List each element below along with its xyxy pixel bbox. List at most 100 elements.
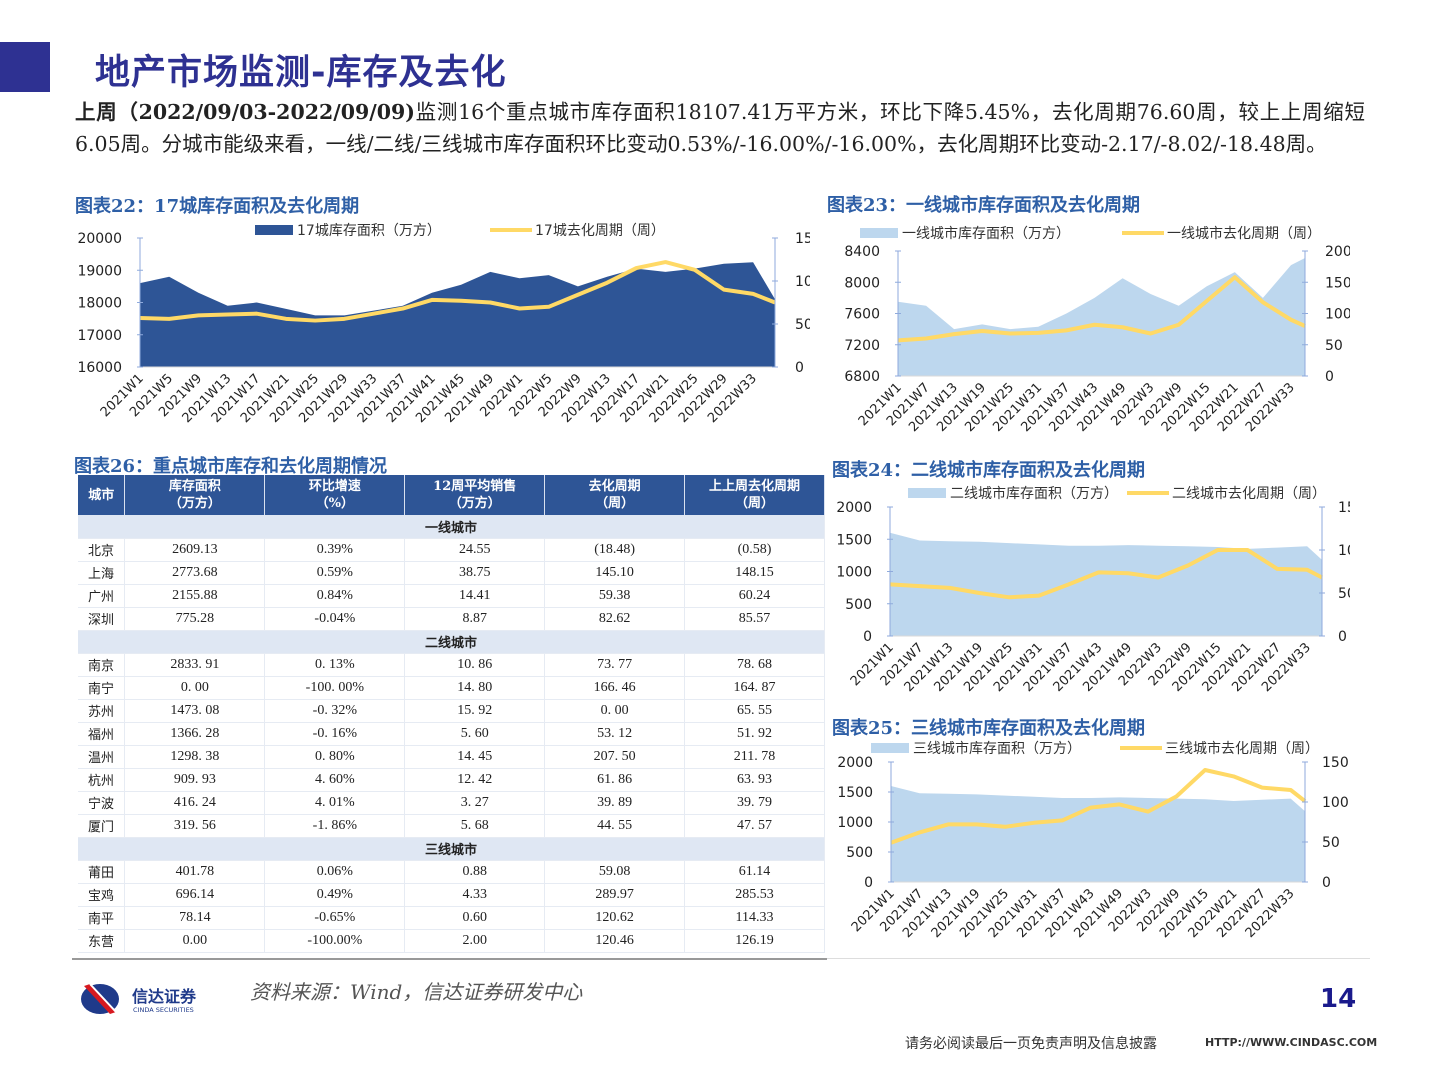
y-right-tick-label: 150 (795, 231, 810, 247)
column-header-text: 城市 (88, 487, 115, 503)
y-left-tick-label: 8000 (844, 275, 880, 291)
value-cell: -1. 86% (264, 814, 406, 838)
city-inventory-table: 城市 库存面积 （万方） 环比增速 （%） 12周平均销售 （万方） 去化周期 （周） 上上周去化… (78, 475, 825, 953)
summary-text: 监测16个重点城市库存面积18107.41万平方米，环比下降5.45%，去化周期… (75, 100, 1365, 156)
y-right-tick-label: 50 (795, 317, 810, 333)
city-cell: 宝鸡 (78, 883, 126, 907)
table-row: 东营 0.00 -100.00% 2.00 120.46 126.19 (78, 929, 825, 953)
y-left-tick-label: 500 (846, 845, 873, 861)
y-right-tick-label: 150 (1338, 500, 1350, 516)
column-header-text: （万方） (168, 496, 221, 511)
value-cell: -0.04% (264, 607, 406, 631)
value-cell: 2155.88 (124, 584, 266, 608)
value-cell: 53. 12 (544, 722, 686, 746)
value-cell: 82.62 (544, 607, 686, 631)
value-cell: (18.48) (544, 538, 686, 562)
table-row: 上海 2773.68 0.59% 38.75 145.10 148.15 (78, 561, 825, 585)
value-cell: 0.84% (264, 584, 406, 608)
y-left-tick-label: 1000 (837, 815, 873, 831)
destocking-cycle-line (890, 768, 1307, 845)
y-left-tick-label: 0 (864, 875, 873, 891)
value-cell: 47. 57 (684, 814, 825, 838)
value-cell: 63. 93 (684, 768, 825, 792)
value-cell: 14. 80 (404, 676, 546, 700)
value-cell: 2.00 (404, 929, 546, 953)
inventory-area (891, 786, 1305, 882)
column-header-text: 12周平均销售 (433, 479, 517, 494)
y-left-tick-label: 18000 (77, 296, 122, 312)
y-right-tick-label: 150 (1322, 755, 1349, 771)
value-cell: 51. 92 (684, 722, 825, 746)
section-label: 二线城市 (78, 630, 825, 654)
value-cell: -0. 16% (264, 722, 406, 746)
legend-label: 17城库存面积（万方） (297, 223, 441, 239)
value-cell: 59.08 (544, 860, 686, 884)
column-header-text: 去化周期 (588, 479, 641, 494)
city-cell: 南京 (78, 653, 126, 677)
chart-17-city-inventory: 17城库存面积（万方） 17城去化周期（周） 16000 17000 18000 1900… (77, 223, 810, 426)
table-row: 莆田 401.78 0.06% 0.88 59.08 61.14 (78, 860, 825, 884)
table-row: 深圳 775.28 -0.04% 8.87 82.62 85.57 (78, 607, 825, 631)
value-cell: 0.06% (264, 860, 406, 884)
value-cell: 0.00 (124, 929, 266, 953)
destocking-cycle-line (139, 260, 776, 323)
value-cell: 85.57 (684, 607, 825, 631)
cinda-logo: 信达证券 CINDA SECURITIES (81, 983, 197, 1014)
value-cell: 3. 27 (404, 791, 546, 815)
section-row: 一线城市 (78, 515, 825, 539)
value-cell: 2833. 91 (124, 653, 266, 677)
destocking-cycle-line (889, 548, 1323, 600)
value-cell: 145.10 (544, 561, 686, 585)
value-cell: 73. 77 (544, 653, 686, 677)
value-cell: 39. 79 (684, 791, 825, 815)
column-header: 环比增速 （%） (264, 475, 406, 515)
value-cell: 775.28 (124, 607, 266, 631)
table-row: 福州 1366. 28 -0. 16% 5. 60 53. 12 51. 92 (78, 722, 825, 746)
value-cell: 696.14 (124, 883, 266, 907)
city-cell: 杭州 (78, 768, 126, 792)
legend-swatch (255, 225, 293, 235)
value-cell: 0.49% (264, 883, 406, 907)
table-row: 南宁 0. 00 -100. 00% 14. 80 166. 46 164. 87 (78, 676, 825, 700)
destocking-cycle-line (897, 275, 1306, 343)
value-cell: 4. 01% (264, 791, 406, 815)
section-row: 二线城市 (78, 630, 825, 654)
column-header-text: 库存面积 (168, 479, 221, 494)
y-left-tick-label: 2000 (836, 500, 872, 516)
value-cell: 4. 60% (264, 768, 406, 792)
y-left-tick-label: 6800 (844, 369, 880, 385)
legend-swatch (908, 488, 946, 498)
value-cell: 166. 46 (544, 676, 686, 700)
column-header-text: （万方） (448, 496, 501, 511)
section-label: 一线城市 (78, 515, 825, 539)
chart-24-caption: 图表24：二线城市库存面积及去化周期 (832, 460, 1146, 481)
city-cell: 莆田 (78, 860, 126, 884)
legend-swatch (871, 743, 909, 753)
page-title: 地产市场监测-库存及去化 (95, 53, 507, 93)
website-url[interactable]: HTTP://WWW.CINDASC.COM (1205, 1036, 1378, 1049)
value-cell: 14. 45 (404, 745, 546, 769)
city-cell: 苏州 (78, 699, 126, 723)
value-cell: 39. 89 (544, 791, 686, 815)
value-cell: 1473. 08 (124, 699, 266, 723)
value-cell: 61.14 (684, 860, 825, 884)
city-cell: 福州 (78, 722, 126, 746)
city-cell: 上海 (78, 561, 126, 585)
table-row: 南平 78.14 -0.65% 0.60 120.62 114.33 (78, 906, 825, 930)
value-cell: 4.33 (404, 883, 546, 907)
disclaimer-note: 请务必阅读最后一页免责声明及信息披露 (905, 1036, 1157, 1052)
y-right-tick-label: 100 (795, 274, 810, 290)
value-cell: -100.00% (264, 929, 406, 953)
y-left-tick-label: 1000 (836, 565, 872, 581)
value-cell: 60.24 (684, 584, 825, 608)
y-right-tick-label: 200 (1325, 244, 1350, 260)
column-header-text: （%） (315, 496, 354, 511)
table-row: 广州 2155.88 0.84% 14.41 59.38 60.24 (78, 584, 825, 608)
value-cell: 164. 87 (684, 676, 825, 700)
value-cell: 1366. 28 (124, 722, 266, 746)
inventory-area (890, 532, 1322, 636)
y-left-tick-label: 1500 (837, 785, 873, 801)
value-cell: -0. 32% (264, 699, 406, 723)
y-left-tick-label: 16000 (77, 360, 122, 376)
y-right-tick-label: 150 (1325, 275, 1350, 291)
